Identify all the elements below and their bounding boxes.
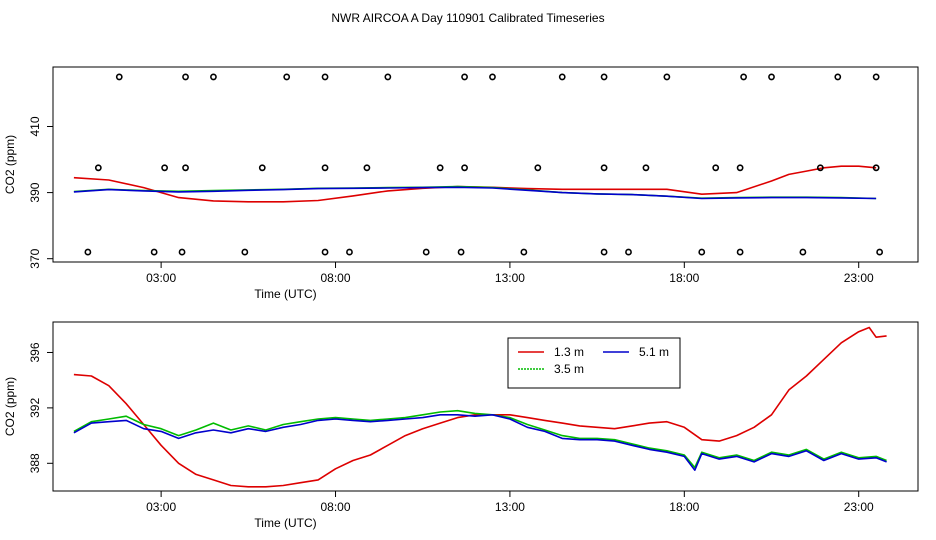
calibration-point [363, 164, 371, 172]
calibration-point [384, 73, 392, 81]
y-tick-label: 396 [28, 342, 42, 362]
x-tick-label: 03:00 [146, 271, 176, 285]
series-line-1-3-m [73, 165, 877, 203]
calibration-point [182, 164, 189, 172]
calibration-point [600, 248, 608, 256]
figure-title: NWR AIRCOA A Day 110901 Calibrated Times… [331, 11, 604, 25]
legend: 1.3 m 5.1 m 3.5 m [507, 337, 681, 389]
legend-label: 3.5 m [554, 362, 584, 376]
x-tick-label: 08:00 [321, 500, 351, 514]
legend-box [507, 337, 681, 389]
calibration-point [642, 164, 650, 172]
calibration-point [663, 73, 671, 81]
x-tick-label: 23:00 [844, 500, 874, 514]
legend-label: 5.1 m [639, 345, 669, 359]
calibration-point [736, 164, 744, 172]
calibration-point [283, 73, 291, 81]
x-tick-label: 23:00 [844, 271, 874, 285]
calibration-point [534, 164, 542, 172]
calibration-point [834, 73, 842, 81]
calibration-point [84, 248, 92, 256]
calibration-point [872, 164, 880, 172]
calibration-point [600, 73, 608, 81]
calibration-point [558, 73, 566, 81]
x-tick-label: 13:00 [495, 500, 525, 514]
calibration-point [799, 248, 807, 256]
calibration-point [736, 248, 744, 256]
calibration-point [461, 73, 468, 81]
legend-label: 1.3 m [554, 345, 584, 359]
x-tick-label: 18:00 [669, 271, 699, 285]
series-line-5-1-m [73, 413, 887, 472]
y-tick-label: 370 [28, 248, 42, 268]
top-panel: 03:00 08:00 13:00 18:00 23:00 370 390 410 Time (… [3, 66, 919, 301]
calibration-point [625, 248, 632, 256]
calibration-point [436, 164, 444, 172]
calibration-point [422, 248, 430, 256]
calibration-point [768, 73, 775, 81]
calibration-point [346, 248, 353, 256]
calibration-point [600, 164, 608, 172]
calibration-point [876, 248, 884, 256]
x-tick-label: 03:00 [146, 500, 176, 514]
bottom-panel: 03:00 08:00 13:00 18:00 23:00 388 392 396 Time (… [3, 321, 919, 530]
calibration-point [698, 248, 706, 256]
x-axis-label: Time (UTC) [254, 287, 316, 301]
series-line-5-1-m [73, 186, 877, 200]
y-tick-label: 410 [28, 116, 42, 136]
calibration-point [321, 73, 329, 81]
calibration-point [115, 73, 123, 81]
calibration-point [321, 248, 329, 256]
plot-frame [52, 66, 919, 263]
x-tick-label: 13:00 [495, 271, 525, 285]
calibration-point [489, 73, 496, 81]
y-axis-label: CO2 (ppm) [3, 135, 17, 194]
calibration-point [94, 164, 102, 172]
calibration-point [520, 248, 528, 256]
x-tick-label: 18:00 [669, 500, 699, 514]
calibration-point [461, 164, 468, 172]
calibration-point [457, 248, 465, 256]
calibration-point [872, 73, 880, 81]
calibration-point [740, 73, 748, 81]
calibration-point [816, 164, 824, 172]
calibration-point [712, 164, 720, 172]
calibration-point [150, 248, 158, 256]
y-axis-label: CO2 (ppm) [3, 377, 17, 436]
calibration-point [258, 164, 266, 172]
y-tick-label: 392 [28, 398, 42, 418]
x-tick-label: 08:00 [321, 271, 351, 285]
calibration-point [161, 164, 169, 172]
series-line-1-3-m [73, 326, 887, 488]
calibration-point [321, 164, 329, 172]
y-tick-label: 390 [28, 182, 42, 202]
calibration-point [241, 248, 249, 256]
calibration-point [182, 73, 189, 81]
calibration-point [178, 248, 186, 256]
x-axis-label: Time (UTC) [254, 516, 316, 530]
y-tick-label: 388 [28, 453, 42, 473]
calibration-point [210, 73, 217, 81]
plot-frame [52, 321, 919, 492]
